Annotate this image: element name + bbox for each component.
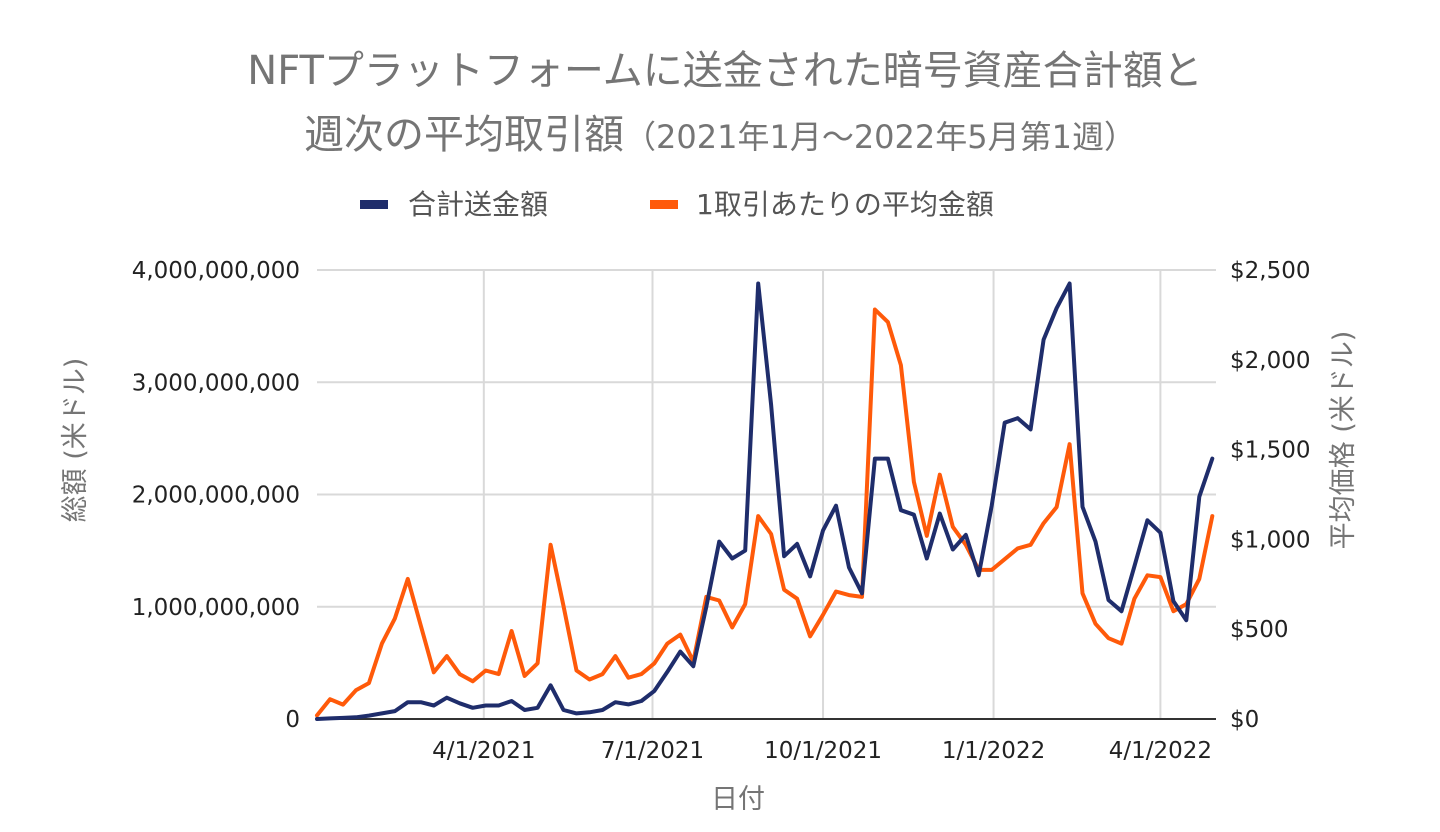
right-tick-label: $1,000 (1230, 527, 1310, 553)
chart-title-line1: NFTプラットフォームに送金された暗号資産合計額と (247, 48, 1202, 94)
x-tick-label: 4/1/2021 (432, 738, 535, 764)
legend-swatch-average (650, 200, 678, 209)
legend-label-total: 合計送金額 (408, 188, 548, 221)
left-tick-label: 2,000,000,000 (132, 483, 300, 509)
y-axis-label-left: 総額 (米ドル) (60, 358, 91, 523)
legend-swatch-total (360, 200, 388, 209)
chart-title-period: （2021年1月～2022年5月第1週） (624, 118, 1136, 156)
left-tick-label: 4,000,000,000 (132, 258, 300, 284)
gridlines (317, 269, 1216, 720)
left-axis-ticks: 0 1,000,000,000 2,000,000,000 3,000,000,000… (132, 258, 300, 733)
right-axis-ticks: $0 $500 $1,000 $1,500 $2,000 $2,500 (1230, 258, 1310, 733)
chart-title-main: 週次の平均取引額 (304, 112, 624, 158)
x-tick-label: 10/1/2021 (764, 738, 882, 764)
series-line-average (315, 307, 1215, 718)
legend-label-average: 1取引あたりの平均金額 (696, 188, 994, 221)
right-tick-label: $500 (1230, 617, 1289, 643)
x-tick-label: 1/1/2022 (942, 738, 1045, 764)
left-tick-label: 1,000,000,000 (132, 595, 300, 621)
left-tick-label: 0 (285, 707, 300, 733)
right-tick-label: $1,500 (1230, 438, 1310, 464)
right-tick-label: $2,500 (1230, 258, 1310, 284)
y-axis-label-right: 平均価格 (米ドル) (1328, 331, 1359, 550)
right-tick-label: $2,000 (1230, 348, 1310, 374)
x-axis-ticks: 4/1/2021 7/1/2021 10/1/2021 1/1/2022 4/1/202… (432, 738, 1212, 764)
x-tick-label: 7/1/2021 (601, 738, 704, 764)
series-lines (315, 281, 1215, 721)
legend: 合計送金額 1取引あたりの平均金額 (360, 188, 994, 221)
x-tick-label: 4/1/2022 (1109, 738, 1212, 764)
chart-title-line2: 週次の平均取引額（2021年1月～2022年5月第1週） (304, 112, 1136, 158)
series-line-total (315, 281, 1215, 721)
right-tick-label: $0 (1230, 707, 1259, 733)
x-axis-label: 日付 (711, 784, 765, 815)
left-tick-label: 3,000,000,000 (132, 370, 300, 396)
